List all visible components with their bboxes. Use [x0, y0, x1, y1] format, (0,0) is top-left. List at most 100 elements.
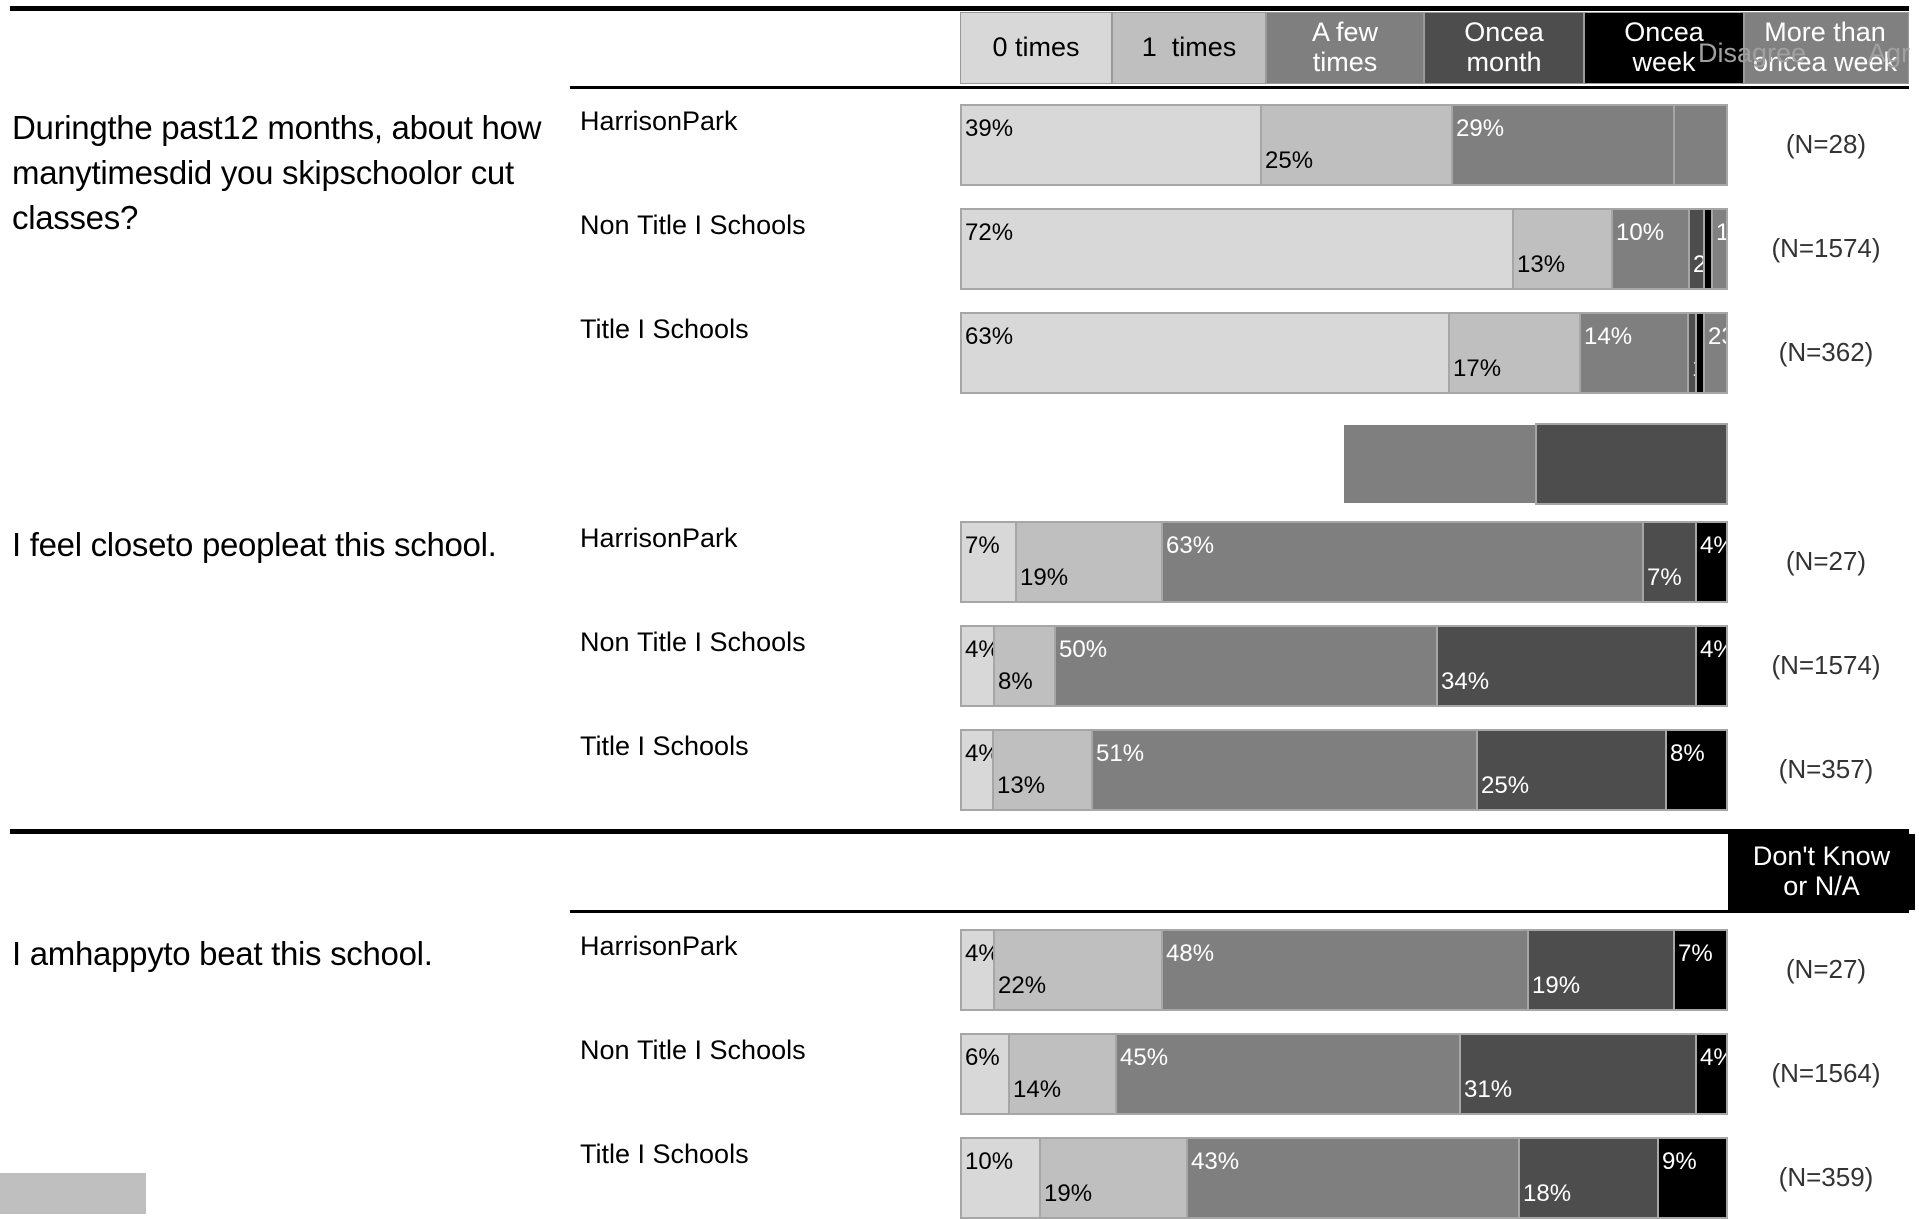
bar-value-label: 6%	[965, 1044, 1000, 1072]
bar-value-label: 25%	[1481, 772, 1529, 800]
legend-label-0: 0 times	[992, 33, 1079, 63]
bar-segment: 4%	[1695, 523, 1726, 601]
row-label: Non Title I Schools	[580, 627, 806, 658]
bar-value-label: 14%	[1584, 323, 1632, 351]
bar-segment: 72%	[962, 210, 1512, 288]
bar-value-label: 8%	[1670, 740, 1705, 768]
stacked-bar: 72% 13% 10% 2% 12	[960, 208, 1728, 290]
bar-segment: 10%	[962, 1139, 1039, 1217]
bar-segment: 7%	[962, 523, 1015, 601]
n-label: (N=359)	[1746, 1162, 1906, 1193]
bar-value-label: 4%	[1700, 636, 1726, 664]
bar-segment: 4%	[1695, 627, 1726, 705]
bar-segment: 22%	[993, 931, 1161, 1009]
bar-segment: 43%	[1186, 1139, 1518, 1217]
header-underline-2	[570, 910, 1909, 913]
bar-segment: 6%	[962, 1035, 1008, 1113]
n-label: (N=27)	[1746, 546, 1906, 577]
bar-value-label: 9%	[1662, 1148, 1697, 1176]
bar-segment: 10%	[1611, 210, 1688, 288]
bar-value-label: 39%	[965, 115, 1013, 143]
bar-value-label: 4%	[965, 940, 993, 968]
stacked-bar: 39% 25% 29%	[960, 104, 1728, 186]
bar-segment: 9%	[1657, 1139, 1726, 1217]
bar-value-label: 4%	[965, 740, 992, 768]
n-label: (N=1574)	[1746, 650, 1906, 681]
bar-value-label: 63%	[965, 323, 1013, 351]
bar-segment	[1703, 210, 1711, 288]
n-label: (N=357)	[1746, 754, 1906, 785]
bar-segment: 7%	[1642, 523, 1695, 601]
bar-segment: 29%	[1451, 106, 1673, 184]
bar-segment	[1673, 106, 1726, 184]
legend-label-4: Oncea week	[1624, 18, 1704, 77]
row-label: Non Title I Schools	[580, 210, 806, 241]
bar-value-label: 22%	[998, 972, 1046, 1000]
bar-value-label: 7%	[1647, 564, 1682, 592]
row-label: Title I Schools	[580, 731, 749, 762]
bar-segment: 63%	[962, 314, 1448, 392]
n-label: (N=362)	[1746, 337, 1906, 368]
bar-value-label: 51%	[1096, 740, 1144, 768]
bar-value-label: 50%	[1059, 636, 1107, 664]
row-label: HarrisonPark	[580, 523, 738, 554]
row-label: Non Title I Schools	[580, 1035, 806, 1066]
question-skip-school: Duringthe past12 months, about how manyt…	[12, 105, 552, 241]
section-divider	[10, 829, 1909, 834]
legend-overlay-disagree: Disagree	[1698, 38, 1806, 69]
row-label: HarrisonPark	[580, 931, 738, 962]
bar-segment: 23%	[1703, 314, 1726, 392]
legend-label-3: Oncea month	[1464, 18, 1544, 77]
bar-segment: 12	[1711, 210, 1726, 288]
bar-value-label: 72%	[965, 219, 1013, 247]
bar-segment: 4%	[1695, 1035, 1726, 1113]
bar-value-label: 25%	[1265, 147, 1313, 175]
legend-label-2: A few times	[1312, 18, 1378, 77]
bar-value-label: 10%	[1616, 219, 1664, 247]
n-label: (N=28)	[1746, 129, 1906, 160]
bar-segment: 4%	[962, 931, 993, 1009]
bar-value-label: 13%	[997, 772, 1045, 800]
bar-segment: 19%	[1527, 931, 1673, 1009]
bar-value-label: 43%	[1191, 1148, 1239, 1176]
bar-segment: 48%	[1161, 931, 1527, 1009]
bar-segment: 39%	[962, 106, 1260, 184]
bar-value-label: 4%	[1700, 532, 1726, 560]
bar-segment: 19%	[1039, 1139, 1186, 1217]
bar-segment: 8%	[993, 627, 1054, 705]
bar-value-label: 7%	[965, 532, 1000, 560]
bar-segment: 14%	[1008, 1035, 1115, 1113]
bar-segment: 13%	[1512, 210, 1611, 288]
likert-legend-swatch-1	[1344, 425, 1535, 503]
bar-value-label: 29%	[1456, 115, 1504, 143]
bar-segment: 4%	[962, 731, 992, 809]
bar-value-label: 31%	[1464, 1076, 1512, 1104]
question-feel-close: I feel closeto peopleat this school.	[12, 522, 552, 567]
bar-value-label: 10%	[965, 1148, 1013, 1176]
stacked-bar: 4%22% 48% 19% 7%	[960, 929, 1728, 1011]
bar-value-label: 12	[1716, 219, 1726, 247]
bar-segment: 50%	[1054, 627, 1436, 705]
bar-value-label: 2%	[1693, 251, 1703, 279]
top-rule	[10, 6, 1909, 11]
bar-value-label: 45%	[1120, 1044, 1168, 1072]
bar-segment: 8%	[1665, 731, 1726, 809]
bar-segment: 13%	[992, 731, 1091, 809]
n-label: (N=1564)	[1746, 1058, 1906, 1089]
bar-value-label: 19%	[1532, 972, 1580, 1000]
bar-segment: 2%	[1688, 210, 1703, 288]
legend-swatch-1: 1  times	[1112, 12, 1266, 84]
legend-swatch-0: 0 times	[960, 12, 1112, 84]
n-label: (N=27)	[1746, 954, 1906, 985]
stacked-bar: 7% 19% 63% 7% 4%	[960, 521, 1728, 603]
bar-segment: 31%	[1459, 1035, 1695, 1113]
bar-segment: 7%	[1673, 931, 1726, 1009]
bar-value-label: 18%	[1523, 1180, 1571, 1208]
bar-value-label: 19%	[1044, 1180, 1092, 1208]
legend-swatch-2: A few times	[1266, 12, 1424, 84]
legend-label-dont-know: Don't Know or N/A	[1753, 842, 1890, 901]
bar-segment: 25%	[1260, 106, 1451, 184]
bar-value-label: 13%	[1517, 251, 1565, 279]
bar-segment: 17%	[1448, 314, 1579, 392]
stacked-bar: 10% 19% 43% 18% 9%	[960, 1137, 1728, 1219]
